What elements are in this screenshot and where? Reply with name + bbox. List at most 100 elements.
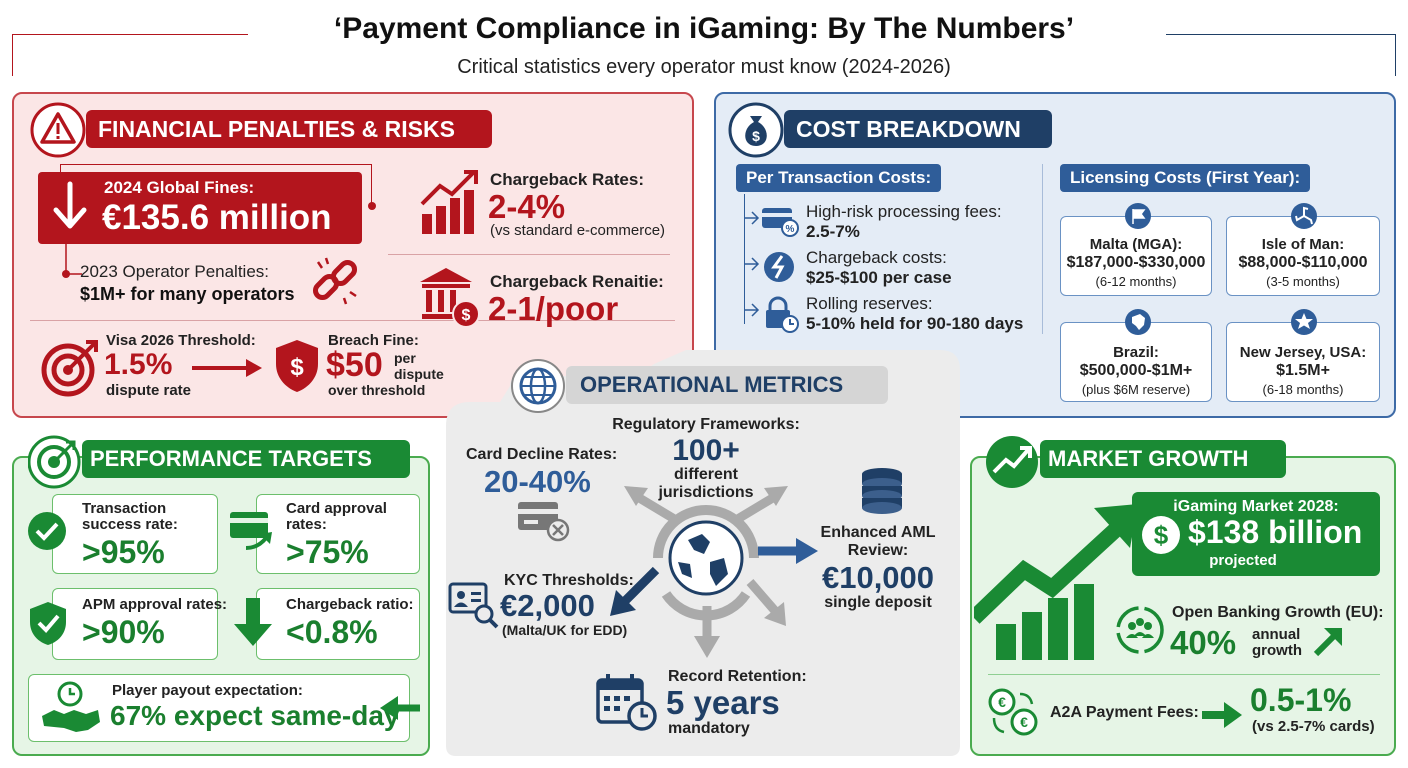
divider (1042, 164, 1043, 334)
payout-label: Player payout expectation: (112, 682, 303, 699)
coin-stack-icon (862, 468, 902, 514)
cb-rates-label: Chargeback Rates: (490, 170, 645, 189)
cb-label: Chargeback ratio: (286, 596, 414, 613)
kyc-label: KYC Thresholds: (504, 572, 634, 589)
apm-label: APM approval rates: (82, 596, 228, 613)
apm-value: >90% (82, 614, 165, 650)
open-banking-icon (1116, 606, 1164, 654)
fines-label: 2024 Global Fines: (104, 178, 255, 197)
perf-title: PERFORMANCE TARGETS (82, 440, 410, 478)
reg-value: 100+ (672, 434, 740, 467)
svg-text:€: € (998, 694, 1006, 710)
star-icon (1291, 309, 1317, 335)
reg-label: Regulatory Frameworks: (612, 416, 800, 433)
svg-text:$: $ (752, 128, 760, 144)
connector-line (62, 244, 82, 278)
aml-label-1: Enhanced AML (820, 524, 936, 541)
check-circle-icon (28, 512, 66, 550)
arrow-upright (733, 486, 788, 524)
license-card-new-jersey (1226, 322, 1380, 402)
arrow-upleft (624, 486, 679, 524)
dollar-circle-icon: $ (1142, 516, 1180, 554)
ops-title: OPERATIONAL METRICS (566, 366, 888, 404)
card-arrow-icon (230, 512, 272, 550)
aml-value: €10,000 (821, 560, 935, 595)
license-time: (3-5 months) (1266, 274, 1340, 289)
a2a-value: 0.5-1% (1250, 682, 1352, 718)
ob-note-1: annual (1252, 626, 1301, 643)
arrow-downright (746, 579, 786, 626)
reg-note-2: jurisdictions (658, 484, 754, 501)
tx-label-2: success rate: (82, 516, 178, 533)
decline-label: Card Decline Rates: (466, 446, 618, 463)
financial-title: FINANCIAL PENALTIES & RISKS (86, 110, 492, 148)
license-cost: $500,000-$1M+ (1079, 362, 1193, 379)
svg-text:$: $ (290, 354, 304, 381)
lock-clock-icon (766, 296, 799, 333)
breach-value: $50 (326, 346, 383, 384)
tx-item-label: Rolling reserves: (806, 294, 933, 313)
handshake-clock-icon (42, 681, 100, 732)
license-name: New Jersey, USA: (1239, 344, 1367, 361)
title-rule-left (12, 34, 248, 76)
aml-note: single deposit (824, 594, 932, 611)
warning-icon (30, 102, 86, 158)
per-tx-title: Per Transaction Costs: (736, 164, 942, 192)
shield-check-icon (30, 602, 66, 645)
arrow-downleft (610, 566, 660, 616)
license-time: (6-12 months) (1095, 274, 1177, 289)
growth-chart-icon (974, 504, 1138, 660)
card-label-2: rates: (286, 516, 327, 533)
divider (988, 674, 1380, 675)
triskelion-icon (1291, 203, 1317, 229)
brazil-map-icon (1125, 309, 1151, 335)
ob-value: 40% (1170, 624, 1237, 661)
arrow-right-icon (192, 359, 262, 377)
mkt-label: iGaming Market 2028: (1173, 498, 1339, 515)
broken-chain-icon (312, 257, 358, 305)
metric-card-apm (52, 588, 218, 660)
arrow-down (694, 606, 720, 658)
ob-label: Open Banking Growth (EU): (1172, 604, 1384, 621)
visa-label: Visa 2026 Threshold: (106, 332, 256, 349)
breach-note-1: per (394, 350, 416, 366)
decline-value: 20-40% (484, 464, 591, 499)
page-title: ‘Payment Compliance in iGaming: By The N… (333, 12, 1075, 45)
breach-label: Breach Fine: (328, 332, 419, 349)
card-label-1: Card approval (286, 500, 387, 517)
tree-line (744, 194, 758, 324)
license-name: Malta (MGA): (1089, 236, 1183, 253)
calendar-clock-icon (596, 674, 657, 731)
arrow-left-icon (380, 696, 420, 720)
target-icon (28, 435, 81, 489)
arrow-right-icon (1202, 702, 1242, 728)
payout-value: 67% expect same-day (110, 700, 400, 731)
metric-card-tx (52, 494, 218, 574)
target-icon (41, 340, 98, 397)
mkt-value: $138 billion (1188, 514, 1363, 550)
kyc-note: (Malta/UK for EDD) (502, 622, 628, 638)
money-bag-icon: $ (728, 102, 784, 158)
cb-rates-value: 2-4% (488, 188, 566, 225)
chargeback-icon (764, 252, 794, 282)
arrow-right-blue (758, 538, 818, 564)
svg-text:€: € (1020, 714, 1028, 730)
breach-note-2: dispute (394, 366, 444, 382)
rec-value: 5 years (666, 684, 780, 721)
reg-note-1: different (674, 466, 738, 483)
card-percent-icon: % (762, 208, 799, 237)
rec-note: mandatory (668, 720, 750, 737)
penalties-label: 2023 Operator Penalties: (80, 262, 270, 281)
cb-value: <0.8% (286, 614, 378, 650)
metric-card-card (256, 494, 420, 574)
license-cost: $1.5M+ (1276, 362, 1330, 379)
card-value: >75% (286, 534, 369, 570)
license-time: (plus $6M reserve) (1081, 382, 1191, 397)
aml-label-2: Review: (847, 542, 909, 559)
shield-dollar-icon: $ (276, 340, 318, 392)
declined-card-icon (518, 502, 570, 542)
license-time: (6-18 months) (1262, 382, 1344, 397)
globe-icon (511, 359, 565, 413)
cb-penalty-label: Chargeback Renaitie: (490, 272, 664, 291)
visa-value: 1.5% (104, 348, 173, 381)
